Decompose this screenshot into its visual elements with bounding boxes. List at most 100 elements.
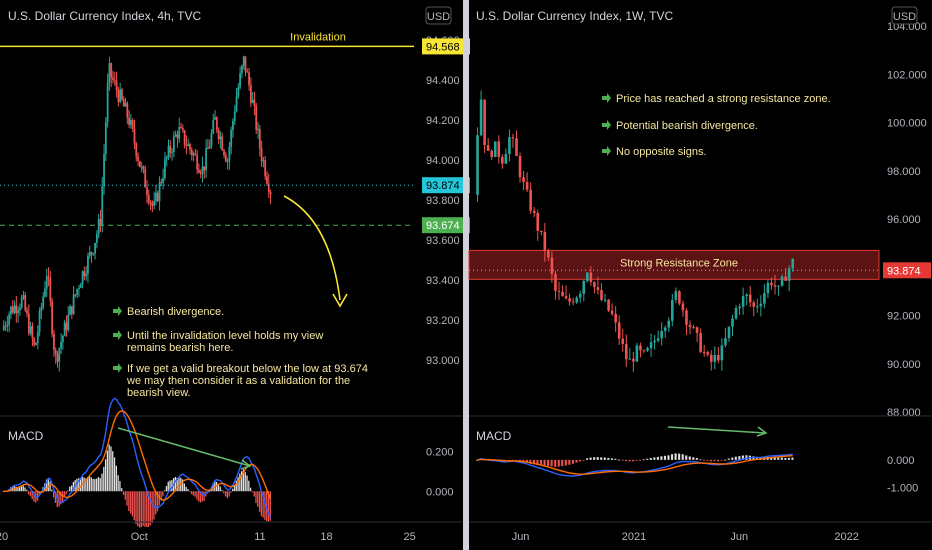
- candle-body: [780, 276, 784, 286]
- candle-body: [2, 325, 5, 330]
- candle-body: [158, 182, 161, 201]
- macd-histogram-bar: [727, 458, 730, 460]
- candle-body: [532, 210, 536, 214]
- macd-histogram-bar: [607, 457, 610, 460]
- left-candles: [2, 55, 272, 372]
- macd-histogram-bar: [20, 485, 23, 492]
- candle-body: [110, 63, 113, 78]
- candle-body: [131, 119, 134, 129]
- candle-body: [224, 155, 227, 162]
- candle-body: [784, 276, 787, 281]
- macd-histogram-bar: [147, 491, 150, 527]
- candle-body: [117, 90, 120, 102]
- macd-histogram-bar: [695, 458, 698, 460]
- macd-divergence-arrowhead: [756, 426, 768, 437]
- candle-body: [266, 176, 268, 184]
- time-tick-label: Oct: [131, 531, 148, 543]
- candle-body: [239, 73, 242, 88]
- candle-body: [78, 287, 80, 290]
- candle-body: [47, 276, 50, 278]
- left-note-line: we may then consider it as a validation …: [126, 375, 350, 387]
- candle-body: [777, 285, 780, 287]
- macd-line: [3, 397, 272, 519]
- candle-body: [766, 282, 770, 294]
- price-tick-label: 100.000: [887, 118, 927, 130]
- macd-histogram-bar: [596, 457, 599, 460]
- candle-body: [137, 156, 139, 161]
- macd-histogram-bar: [90, 477, 92, 492]
- candle-body: [108, 63, 111, 83]
- macd-histogram-bar: [258, 491, 261, 512]
- candle-body: [208, 145, 211, 149]
- candle-body: [717, 354, 720, 361]
- macd-histogram-bar: [226, 491, 228, 499]
- macd-histogram-bar: [144, 491, 146, 527]
- candle-body: [267, 183, 270, 192]
- candle-body: [518, 155, 522, 178]
- candle-body: [262, 160, 265, 162]
- candle-body: [568, 298, 571, 302]
- candle-body: [264, 160, 267, 177]
- candle-body: [83, 271, 86, 277]
- macd-histogram-bar: [198, 491, 200, 502]
- candle-body: [36, 332, 39, 343]
- macd-histogram-bar: [674, 453, 677, 460]
- candle-body: [787, 268, 791, 281]
- signal-line: [3, 410, 272, 501]
- candle-body: [206, 148, 209, 150]
- candle-body: [624, 343, 628, 360]
- candle-body: [199, 172, 202, 174]
- left-currency-badge[interactable]: [425, 6, 452, 25]
- candle-body: [8, 314, 11, 325]
- candle-body: [476, 135, 479, 195]
- candle-body: [773, 285, 777, 287]
- candle-body: [226, 160, 229, 162]
- panel-separator[interactable]: [463, 0, 469, 550]
- candle-body: [479, 99, 483, 136]
- macd-histogram-bar: [45, 479, 48, 492]
- candle-body: [607, 299, 610, 311]
- macd-histogram-bar: [164, 490, 166, 492]
- candle-body: [681, 303, 685, 311]
- macd-histogram-bar: [121, 488, 123, 492]
- price-marker-label: 94.568: [426, 41, 460, 53]
- candle-body: [17, 310, 20, 314]
- time-tick-label: 18: [320, 531, 332, 543]
- macd-histogram-bar: [221, 490, 223, 492]
- macd-histogram-bar: [223, 491, 225, 494]
- macd-histogram-bar: [138, 491, 141, 528]
- macd-histogram-bar: [671, 454, 674, 460]
- macd-histogram-bar: [101, 473, 103, 492]
- time-tick-label: 25: [404, 531, 416, 543]
- macd-histogram-bar: [151, 491, 153, 524]
- candle-body: [171, 151, 173, 153]
- candle-body: [763, 293, 766, 304]
- price-tick-label: 93.400: [426, 275, 460, 287]
- candle-body: [727, 326, 731, 339]
- macd-histogram-bar: [187, 488, 189, 492]
- candle-body: [663, 327, 667, 332]
- candle-body: [192, 153, 195, 156]
- macd-histogram-bar: [94, 479, 96, 492]
- macd-histogram-bar: [124, 491, 126, 500]
- macd-histogram-bar: [97, 476, 100, 492]
- macd-histogram-bar: [203, 491, 205, 501]
- candle-body: [522, 177, 525, 182]
- right-notes: Price has reached a strong resistance zo…: [602, 93, 831, 158]
- time-tick-label: 2021: [622, 531, 646, 543]
- candle-body: [183, 130, 186, 145]
- macd-histogram-bar: [185, 486, 187, 492]
- candle-body: [678, 291, 681, 304]
- macd-histogram-bar: [95, 478, 98, 492]
- left-note-line: Bearish divergence.: [127, 306, 224, 318]
- candle-body: [63, 322, 66, 336]
- candle-body: [593, 282, 596, 288]
- macd-histogram-bar: [79, 478, 82, 492]
- candle-body: [617, 322, 621, 339]
- macd-histogram-bar: [253, 491, 255, 497]
- price-tick-label: 98.000: [887, 166, 921, 178]
- macd-histogram-bar: [17, 487, 19, 492]
- candle-body: [639, 345, 642, 351]
- candle-body: [40, 307, 43, 311]
- right-currency-badge[interactable]: [891, 6, 918, 25]
